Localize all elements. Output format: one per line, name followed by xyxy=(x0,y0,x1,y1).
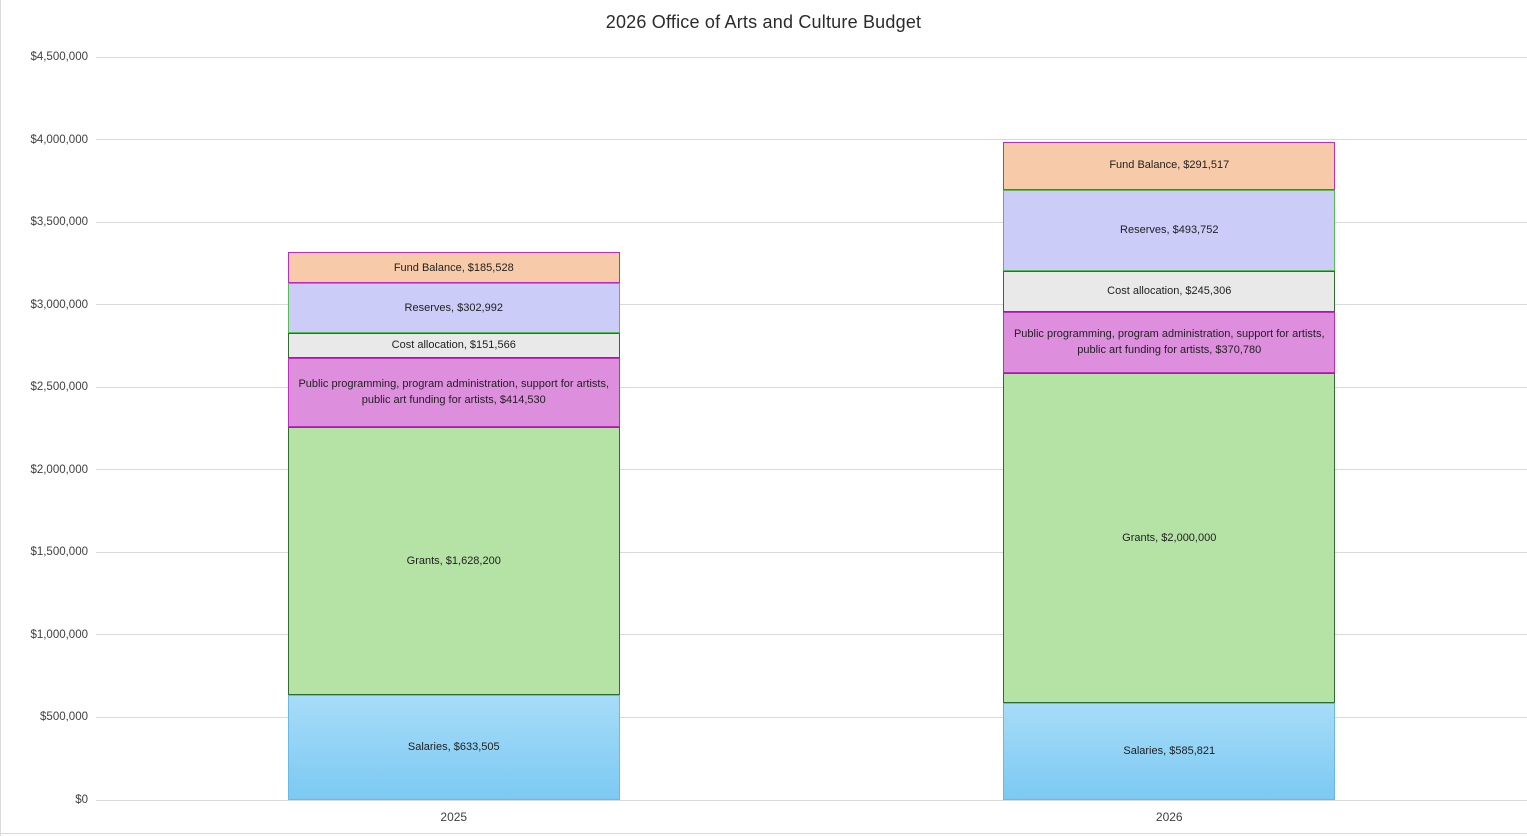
bar-segment-fund-balance-2026: Fund Balance, $291,517 xyxy=(1003,141,1336,190)
chart-border-left xyxy=(0,0,1,836)
bar-segment-grants-2025: Grants, $1,628,200 xyxy=(287,426,620,696)
segment-label: Reserves, $493,752 xyxy=(1120,224,1219,237)
chart-border-bottom xyxy=(0,833,1527,834)
y-axis-tick-label: $3,500,000 xyxy=(30,216,88,229)
segment-label: Salaries, $585,821 xyxy=(1123,745,1216,758)
gridline xyxy=(96,634,1527,636)
chart-title: 2026 Office of Arts and Culture Budget xyxy=(605,12,922,32)
bar-segment-salaries-2026: Salaries, $585,821 xyxy=(1003,703,1336,800)
gridline xyxy=(96,56,1527,58)
segment-label: Public programming, program administrati… xyxy=(298,377,610,407)
segment-label: Salaries, $633,505 xyxy=(407,741,500,754)
gridline xyxy=(96,139,1527,141)
segment-label: Cost allocation, $151,566 xyxy=(391,339,516,352)
bar-segment-salaries-2025: Salaries, $633,505 xyxy=(287,695,620,800)
segment-label: Fund Balance, $185,528 xyxy=(393,261,514,274)
bar-segment-grants-2026: Grants, $2,000,000 xyxy=(1003,373,1336,704)
segment-label: Reserves, $302,992 xyxy=(404,301,503,314)
segment-label: Grants, $1,628,200 xyxy=(406,554,501,567)
bar-segment-reserves-2025: Reserves, $302,992 xyxy=(287,283,620,334)
segment-label: Cost allocation, $245,306 xyxy=(1107,285,1232,298)
y-axis-tick-label: $4,500,000 xyxy=(30,51,88,63)
segment-label: Fund Balance, $291,517 xyxy=(1109,159,1230,172)
bar-segment-cost-allocation-2025: Cost allocation, $151,566 xyxy=(287,333,620,359)
segment-label: Grants, $2,000,000 xyxy=(1122,531,1217,544)
y-axis-tick-label: $3,000,000 xyxy=(30,298,88,311)
y-axis-tick-label: $0 xyxy=(75,794,88,806)
bar-segment-fund-balance-2025: Fund Balance, $185,528 xyxy=(287,252,620,284)
gridline xyxy=(96,799,1527,801)
y-axis-tick-label: $4,000,000 xyxy=(30,133,88,146)
gridline xyxy=(96,221,1527,223)
x-axis-category-label: 2026 xyxy=(1155,810,1183,824)
bar-segment-cost-allocation-2026: Cost allocation, $245,306 xyxy=(1003,271,1336,312)
bar-segment-public-programming-2026: Public programming, program administrati… xyxy=(1003,311,1336,374)
bar-segment-public-programming-2025: Public programming, program administrati… xyxy=(287,358,620,427)
x-axis-category-label: 2025 xyxy=(440,810,468,824)
segment-label: Public programming, program administrati… xyxy=(1013,327,1325,357)
y-axis-tick-label: $2,000,000 xyxy=(30,463,88,476)
y-axis-tick-label: $2,500,000 xyxy=(30,381,88,394)
y-axis-tick-label: $1,500,000 xyxy=(30,546,88,559)
y-axis-tick-label: $1,000,000 xyxy=(30,628,88,641)
bar-segment-reserves-2026: Reserves, $493,752 xyxy=(1003,189,1336,272)
gridline xyxy=(96,551,1527,553)
gridline xyxy=(96,716,1527,718)
gridline xyxy=(96,304,1527,306)
y-axis-tick-label: $500,000 xyxy=(40,711,88,724)
gridline xyxy=(96,386,1527,388)
gridline xyxy=(96,469,1527,471)
